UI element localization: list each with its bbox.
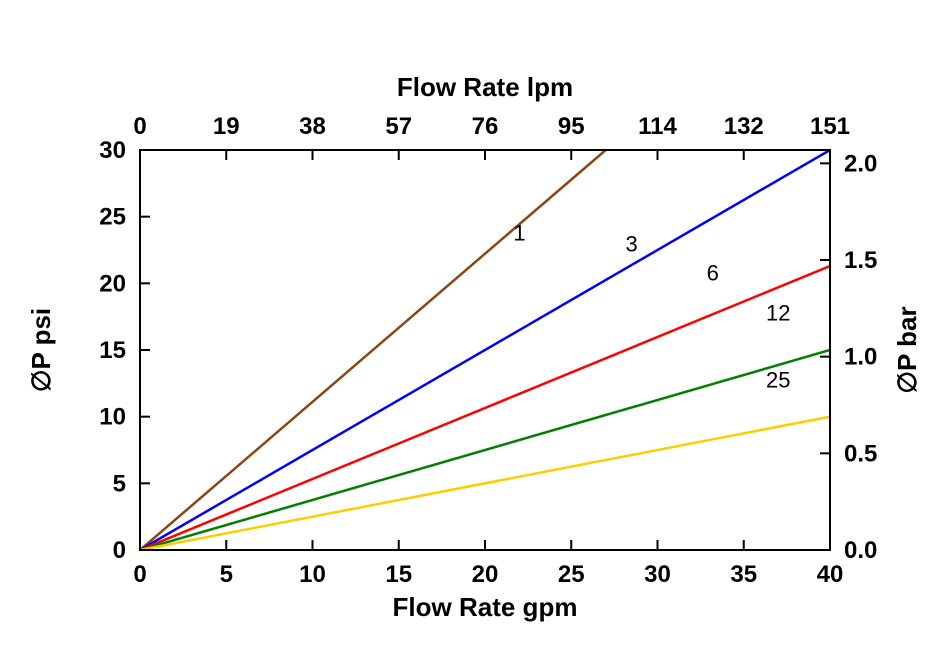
pressure-flow-chart: 0510152025303540019385776951141321510510… <box>0 0 934 670</box>
series-label-s12: 12 <box>766 301 790 326</box>
series-label-s6: 6 <box>707 261 719 286</box>
xb-tick-label: 15 <box>385 561 412 588</box>
xt-tick-label: 19 <box>213 113 240 140</box>
xt-tick-label: 0 <box>133 113 146 140</box>
xt-tick-label: 151 <box>810 113 850 140</box>
xt-tick-label: 38 <box>299 113 326 140</box>
xb-tick-label: 40 <box>817 561 844 588</box>
x-top-title: Flow Rate lpm <box>397 72 573 102</box>
xt-tick-label: 95 <box>558 113 585 140</box>
chart-svg: 0510152025303540019385776951141321510510… <box>0 0 934 670</box>
x-bottom-title: Flow Rate gpm <box>393 592 578 622</box>
yr-tick-label: 1.0 <box>844 344 877 371</box>
yl-tick-label: 0 <box>113 537 126 564</box>
yl-tick-label: 5 <box>113 470 126 497</box>
y-right-title: ∅P bar <box>892 306 922 393</box>
series-s1 <box>140 150 606 550</box>
yr-tick-label: 0.5 <box>844 440 877 467</box>
series-s6 <box>140 266 830 550</box>
xb-tick-label: 30 <box>644 561 671 588</box>
series-s3 <box>140 150 830 550</box>
xb-tick-label: 35 <box>730 561 757 588</box>
series-label-s3: 3 <box>626 231 638 256</box>
xb-tick-label: 5 <box>220 561 233 588</box>
yl-tick-label: 20 <box>99 270 126 297</box>
series-s25 <box>140 417 830 550</box>
yr-tick-label: 1.5 <box>844 247 877 274</box>
xt-tick-label: 132 <box>724 113 764 140</box>
yr-tick-label: 2.0 <box>844 150 877 177</box>
xt-tick-label: 76 <box>472 113 499 140</box>
y-left-title: ∅P psi <box>26 308 56 392</box>
xt-tick-label: 57 <box>385 113 412 140</box>
xb-tick-label: 20 <box>472 561 499 588</box>
xb-tick-label: 25 <box>558 561 585 588</box>
xb-tick-label: 0 <box>133 561 146 588</box>
series-s12 <box>140 350 830 550</box>
xt-tick-label: 114 <box>638 113 677 140</box>
yl-tick-label: 10 <box>99 404 126 431</box>
yl-tick-label: 30 <box>99 137 126 164</box>
yl-tick-label: 25 <box>99 204 126 231</box>
yl-tick-label: 15 <box>99 337 126 364</box>
series-label-s1: 1 <box>513 221 525 246</box>
xb-tick-label: 10 <box>299 561 326 588</box>
yr-tick-label: 0.0 <box>844 537 877 564</box>
series-label-s25: 25 <box>766 367 790 392</box>
